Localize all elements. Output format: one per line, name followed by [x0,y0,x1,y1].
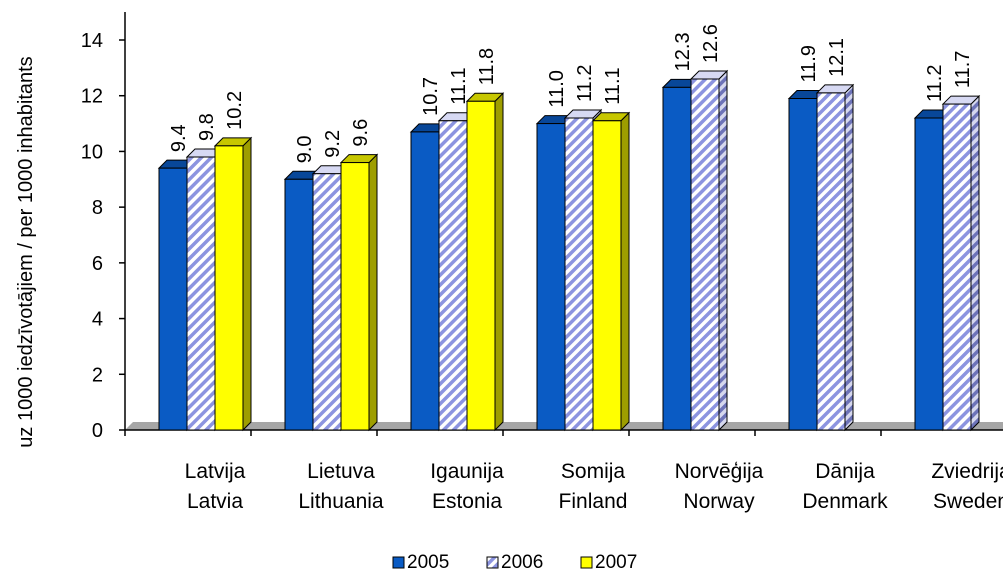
y-tick-label: 8 [92,197,103,219]
y-tick-label: 10 [81,141,103,163]
value-label-2005-2: 10.7 [420,77,442,116]
y-tick-label: 6 [92,253,103,275]
legend-label: 2005 [407,552,449,573]
y-tick-label: 12 [81,86,103,108]
category-label-secondary: Finland [559,490,628,513]
category-label-primary: Dānija [815,460,875,483]
value-label-2006-4: 12.6 [700,24,722,63]
category-label-secondary: Sweden [933,490,1003,513]
value-label-2007-1: 9.6 [350,119,372,147]
legend: 2005 2006 2007 [392,552,637,573]
y-tick-label: 4 [92,309,103,331]
value-label-2006-2: 11.1 [448,67,470,104]
bars-group [157,69,981,432]
bar-2007-1 [339,153,379,432]
category-label-primary: Somija [561,460,626,483]
y-axis-title: uz 1000 iedzīvotājiem / per 1000 inhabit… [15,56,37,447]
bar-2006-6 [941,94,981,432]
value-label-2007-0: 10.2 [224,91,246,130]
value-label-2007-3: 11.1 [602,67,624,104]
category-label-secondary: Norway [683,490,755,513]
value-label-2006-5: 12.1 [826,38,848,77]
value-label-2005-1: 9.0 [294,135,316,163]
value-label-2005-3: 11.0 [546,70,568,107]
value-label-2006-6: 11.7 [952,51,974,88]
legend-item-2007: 2007 [580,552,637,573]
bar-2007-3 [591,111,631,432]
y-tick-label: 14 [81,30,103,52]
y-tick-label: 0 [92,420,103,442]
value-label-2005-0: 9.4 [168,124,190,152]
category-label-primary: Igaunija [430,460,504,483]
category-labels: Latvija Latvia Lietuva Lithuania Igaunija Est… [185,460,1003,513]
value-label-2005-5: 11.9 [798,45,820,82]
legend-item-2006: 2006 [486,552,543,573]
y-tick-label: 2 [92,364,103,386]
bar-2006-4 [689,69,729,432]
category-label-secondary: Estonia [432,490,502,513]
legend-label: 2007 [595,552,637,573]
legend-swatch [486,556,499,569]
value-label-2005-4: 12.3 [672,32,694,71]
bar-2006-5 [815,83,855,432]
category-label-secondary: Latvia [187,490,243,513]
value-label-2006-1: 9.2 [322,130,344,158]
value-label-2005-6: 11.2 [924,65,946,102]
bar-2007-0 [213,136,253,432]
category-label-primary: Lietuva [307,460,375,483]
value-label-2007-2: 11.8 [476,48,498,85]
category-label-primary: Norvēģija [675,460,764,483]
legend-item-2005: 2005 [392,552,449,573]
y-axis: 0 2 4 6 8 10 12 14 [81,12,882,442]
value-label-2006-3: 11.2 [574,65,596,102]
category-label-primary: Zviedrija [931,460,1003,483]
category-label-secondary: Lithuania [298,490,384,513]
value-label-2006-0: 9.8 [196,113,218,141]
category-label-secondary: Denmark [802,490,888,513]
bar-2007-2 [465,92,505,432]
y-axis-label: uz 1000 iedzīvotājiem / per 1000 inhabit… [15,56,37,447]
category-label-primary: Latvija [185,460,246,483]
legend-label: 2006 [501,552,543,573]
legend-swatch [392,556,405,569]
legend-swatch [580,556,593,569]
value-labels: 9.4 9.8 10.2 9.0 9.2 9.6 10.7 11.1 11.8 11.0 11.2 1… [168,24,974,163]
